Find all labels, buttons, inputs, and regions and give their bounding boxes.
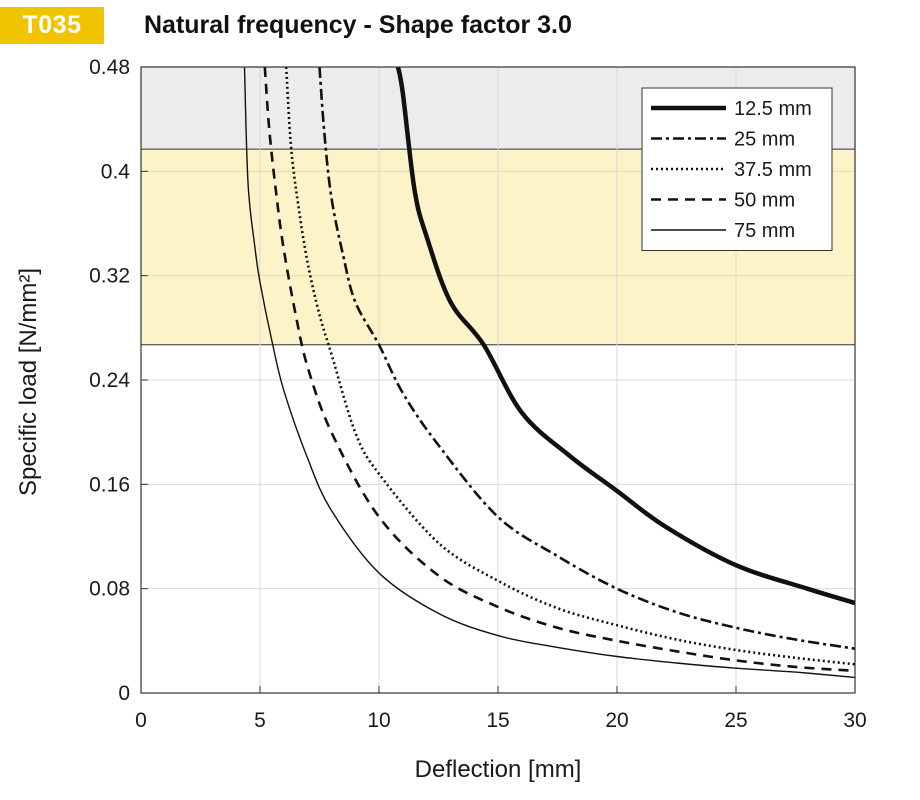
y-tick-label: 0.4 [101,160,131,183]
chart-id-badge: T035 [0,7,104,44]
legend-box [641,87,833,251]
legend-label: 37.5 mm [734,159,812,181]
series-line-37.5-mm [284,66,856,666]
x-tick-label: 0 [135,709,147,732]
x-tick-label: 25 [724,709,747,732]
x-tick-label: 30 [843,709,866,732]
y-axis-label: Specific load [N/mm²] [15,268,42,496]
curves [243,66,856,679]
series-line-25-mm [318,66,856,650]
legend-label: 75 mm [734,220,795,242]
legend-label: 50 mm [734,190,795,212]
series-line-12.5-mm [395,66,856,606]
y-tick-label: 0 [118,682,130,705]
y-tick-label: 0.16 [89,473,130,496]
y-tick-label: 0.24 [89,369,130,392]
tick-labels: 0 5 10 15 20 25 30 0 0.08 0.16 0.24 0.32 0.4 0.48 [89,56,867,732]
legend: 12.5 mm 25 mm 37.5 mm 50 mm 75 mm [641,87,833,251]
y-tick-label: 0.08 [89,578,130,601]
x-tick-label: 15 [486,709,509,732]
y-tick-label: 0.32 [89,265,130,288]
x-tick-label: 5 [254,709,266,732]
series-line-75-mm [243,66,856,679]
chart-title: Natural frequency - Shape factor 3.0 [144,11,572,39]
x-tick-label: 10 [367,709,390,732]
series-line-50-mm [263,66,856,673]
x-axis-label: Deflection [mm] [415,756,582,783]
legend-label: 25 mm [734,129,795,151]
legend-label: 12.5 mm [734,98,812,120]
y-tick-label: 0.48 [89,56,130,79]
x-tick-label: 20 [605,709,628,732]
